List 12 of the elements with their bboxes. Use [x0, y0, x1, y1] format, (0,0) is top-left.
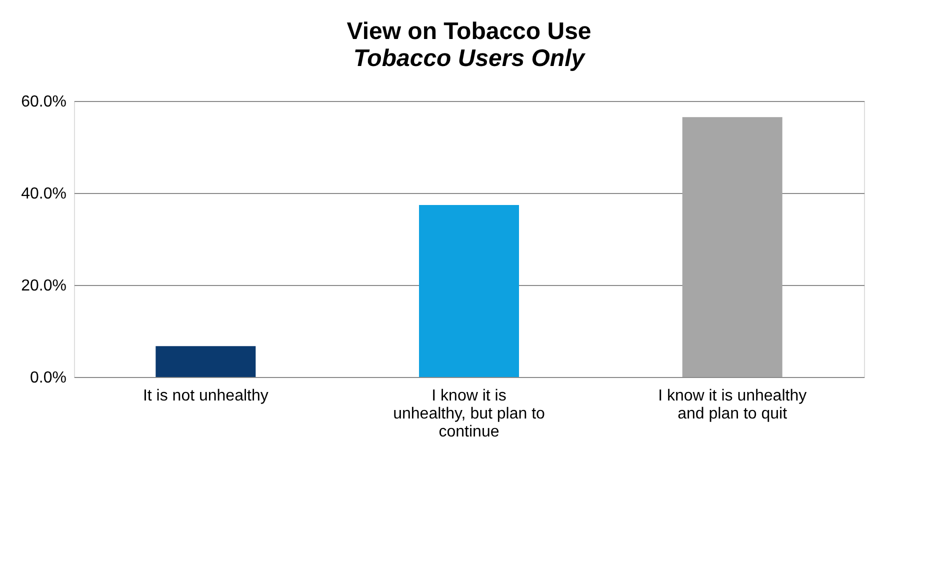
y-tick-label: 20.0% [21, 278, 66, 294]
chart-title: View on Tobacco Use [346, 18, 592, 45]
chart-subtitle: Tobacco Users Only [353, 45, 586, 72]
x-tick-label: It is not unhealthy [142, 388, 268, 404]
y-tick-label: 0.0% [30, 370, 66, 386]
x-tick-label: I know it is unhealthy, but plan to continue [393, 388, 546, 440]
bar [156, 346, 256, 377]
bar [682, 117, 782, 377]
y-tick-label: 60.0% [21, 94, 66, 110]
x-tick-label: I know it is unhealthy and plan to quit [658, 388, 807, 422]
bar [419, 204, 519, 377]
y-tick-label: 40.0% [21, 186, 66, 202]
